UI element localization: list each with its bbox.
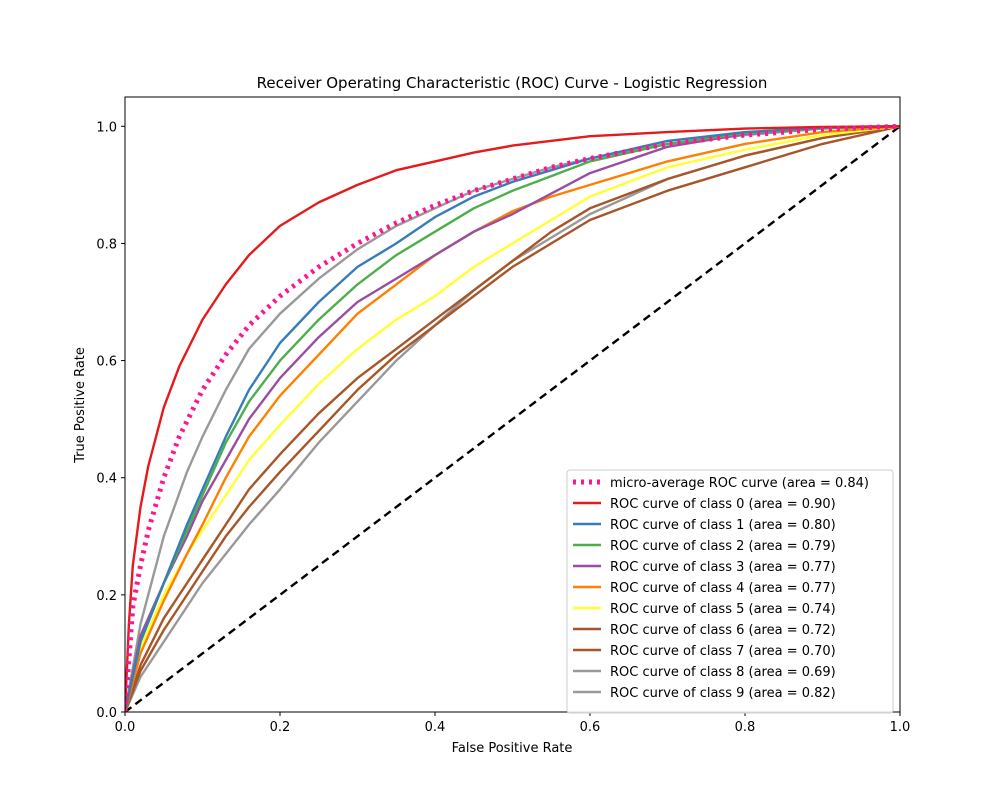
- roc-series-line-7: [125, 125, 900, 712]
- plot-area: 0.0 0.2 0.4 0.6 0.8 1.0 0.0 0.2 0.4 0.6 0.8 1.0: [96, 96, 911, 735]
- roc-series-line-8: [125, 125, 900, 712]
- y-tick-label: 0.8: [96, 237, 117, 252]
- legend-label-3: ROC curve of class 2 (area = 0.79): [610, 539, 836, 554]
- legend-label-9: ROC curve of class 8 (area = 0.69): [610, 665, 836, 680]
- legend-label-6: ROC curve of class 5 (area = 0.74): [610, 602, 836, 617]
- roc-series-line-5: [125, 125, 900, 712]
- y-tick-label: 0.0: [96, 706, 117, 721]
- x-tick-label: 1.0: [890, 720, 911, 735]
- legend-label-0: micro-average ROC curve (area = 0.84): [610, 476, 869, 491]
- legend-label-10: ROC curve of class 9 (area = 0.82): [610, 686, 836, 701]
- y-axis-label: True Positive Rate: [73, 347, 88, 464]
- chart-title: Receiver Operating Characteristic (ROC) …: [257, 74, 768, 92]
- x-axis-label: False Positive Rate: [452, 741, 573, 756]
- y-tick-label: 0.2: [96, 589, 117, 604]
- x-tick-label: 0.6: [580, 720, 601, 735]
- x-tick-label: 0.4: [425, 720, 446, 735]
- roc-series-line-4: [125, 125, 900, 712]
- legend-label-5: ROC curve of class 4 (area = 0.77): [610, 581, 836, 596]
- axes-frame: [124, 96, 901, 713]
- legend-label-7: ROC curve of class 6 (area = 0.72): [610, 623, 836, 638]
- x-tick-label: 0.2: [270, 720, 291, 735]
- legend-box: [566, 469, 894, 714]
- chance-reference-line: [125, 125, 900, 712]
- legend-label-4: ROC curve of class 3 (area = 0.77): [610, 560, 836, 575]
- x-tick-label: 0.8: [735, 720, 756, 735]
- y-tick-label: 0.4: [96, 472, 117, 487]
- x-tick-label: 0.0: [115, 720, 136, 735]
- legend-label-8: ROC curve of class 7 (area = 0.70): [610, 644, 836, 659]
- legend: micro-average ROC curve (area = 0.84) ROC…: [566, 469, 894, 714]
- y-tick-label: 1.0: [96, 120, 117, 135]
- legend-label-1: ROC curve of class 0 (area = 0.90): [610, 497, 836, 512]
- roc-series-line-1: [125, 125, 900, 712]
- legend-label-2: ROC curve of class 1 (area = 0.80): [610, 518, 836, 533]
- y-tick-label: 0.6: [96, 355, 117, 370]
- roc-series-line-0: [125, 123, 900, 712]
